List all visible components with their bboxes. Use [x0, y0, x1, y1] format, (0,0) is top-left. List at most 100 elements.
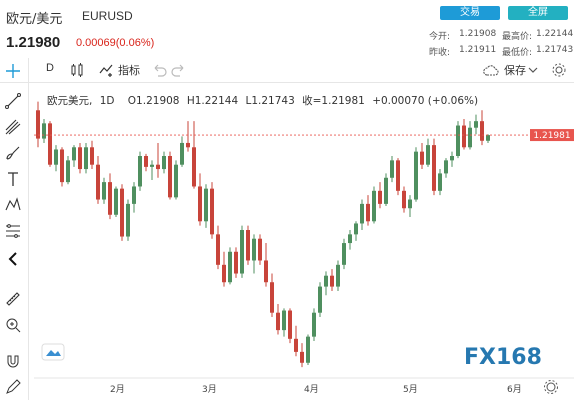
candle-body: [426, 145, 430, 165]
candle-body: [174, 164, 178, 198]
trend-line-icon[interactable]: [4, 92, 22, 110]
save-button[interactable]: 保存: [504, 65, 526, 77]
brush-icon[interactable]: [4, 144, 22, 162]
candle-body: [180, 142, 184, 165]
candle-body: [444, 160, 448, 174]
cloud-icon[interactable]: [482, 61, 500, 79]
crosshair-icon[interactable]: [4, 62, 22, 80]
lock-pencil-icon[interactable]: [4, 378, 22, 396]
instrument-title: 欧元/美元: [6, 12, 63, 27]
interval-selector[interactable]: D: [46, 62, 54, 74]
today-open-value: 1.21908: [459, 29, 497, 39]
high-label: 最高价:: [502, 32, 533, 42]
x-tick-label: 4月: [304, 384, 319, 395]
candle-body: [480, 121, 484, 141]
x-axis-ticks: 2月 3月 4月 5月 6月: [110, 384, 522, 395]
cloud-logo-icon: [41, 343, 65, 361]
zoom-in-icon[interactable]: [4, 316, 22, 334]
prev-close-label: 昨收:: [429, 48, 451, 58]
candle-body: [384, 177, 388, 204]
candle-body: [198, 186, 202, 222]
candle-body: [48, 123, 52, 165]
candle-body: [192, 147, 196, 187]
pitchfork-icon[interactable]: [4, 118, 22, 136]
candle-body: [348, 234, 352, 244]
trade-button[interactable]: 交易: [440, 6, 500, 20]
candle-body: [168, 156, 172, 198]
candle-body: [54, 149, 58, 165]
ruler-icon[interactable]: [4, 290, 22, 308]
candle-body: [246, 230, 250, 261]
candle-body: [276, 312, 280, 331]
current-price-tag-text: 1.21981: [533, 131, 570, 141]
indicators-button[interactable]: 指标: [118, 65, 140, 77]
candle-body: [162, 156, 166, 170]
indicators-icon[interactable]: [98, 61, 116, 79]
candle-body: [342, 243, 346, 265]
price-change: 0.00069(0.06%): [76, 37, 155, 49]
candle-body: [156, 164, 160, 170]
candle-body: [462, 125, 466, 148]
candle-body: [144, 156, 148, 167]
candle-body: [204, 188, 208, 222]
x-tick-label: 5月: [403, 384, 418, 395]
pattern-icon[interactable]: [4, 196, 22, 214]
legend-interval[interactable]: 1D: [99, 95, 115, 107]
magnet-icon[interactable]: [4, 352, 22, 370]
candle-body: [396, 160, 400, 191]
candle-body: [102, 182, 106, 200]
gear-icon[interactable]: [550, 61, 568, 79]
current-price-tag: [530, 129, 574, 142]
candle-body: [402, 190, 406, 209]
candle-body: [336, 264, 340, 287]
candle-type-icon[interactable]: [68, 61, 86, 79]
candle-body: [150, 164, 154, 167]
candle-body: [354, 223, 358, 235]
candle-body: [36, 110, 40, 139]
legend-close: 收=1.21981: [302, 95, 365, 107]
candle-body: [294, 338, 298, 352]
text-icon[interactable]: [4, 170, 22, 188]
candle-body: [126, 203, 130, 237]
candle-body: [216, 234, 220, 265]
candle-body: [360, 203, 364, 224]
legend-open: O1.21908: [127, 95, 180, 107]
candle-body: [210, 188, 214, 235]
candle-body: [42, 123, 46, 139]
candle-body: [132, 186, 136, 204]
candle-body: [438, 173, 442, 191]
candle-body: [282, 310, 286, 331]
fullscreen-button[interactable]: 全屏: [508, 6, 568, 20]
candle-body: [120, 188, 124, 237]
candle-body: [432, 145, 436, 191]
candle-body: [366, 203, 370, 222]
candle-body: [270, 282, 274, 313]
candlestick-chart[interactable]: 1.21981 2月 3月 4月 5月 6月 FX168: [34, 82, 574, 400]
fib-icon[interactable]: [4, 222, 22, 240]
candle-body: [138, 156, 142, 187]
legend-high: H1.22144: [186, 95, 239, 107]
back-arrow-icon[interactable]: [4, 250, 22, 268]
today-open-label: 今开:: [429, 32, 451, 42]
candle-body: [318, 286, 322, 313]
candle-body: [474, 121, 478, 128]
low-value: 1.21743: [536, 45, 574, 55]
undo-icon[interactable]: [150, 61, 168, 79]
candle-body: [108, 182, 112, 215]
high-value: 1.22144: [536, 29, 574, 39]
candle-body: [264, 260, 268, 283]
candle-body: [468, 127, 472, 148]
candle-body: [114, 188, 118, 215]
drawing-toolbar: [0, 58, 29, 400]
candle-body: [60, 149, 64, 183]
chevron-down-icon[interactable]: [524, 61, 542, 79]
prev-close-value: 1.21911: [459, 45, 497, 55]
redo-icon[interactable]: [170, 61, 188, 79]
candle-body: [408, 199, 412, 209]
candle-body: [330, 275, 334, 287]
candle-body: [324, 275, 328, 287]
candle-body: [450, 156, 454, 161]
candle-body: [372, 190, 376, 222]
x-tick-label: 2月: [110, 384, 125, 395]
candle-body: [186, 142, 190, 148]
